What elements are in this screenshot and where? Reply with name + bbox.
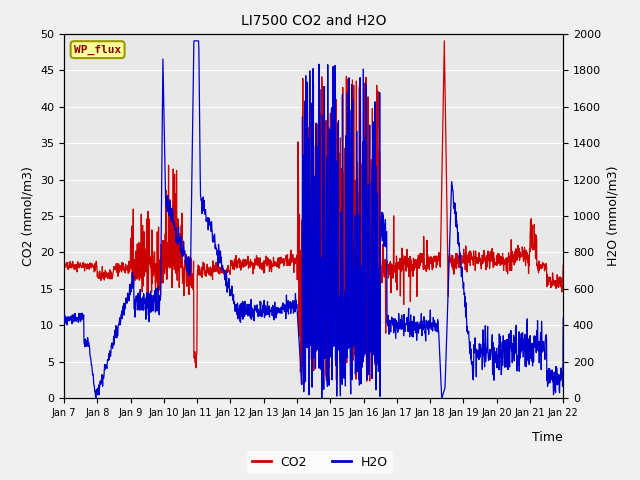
Y-axis label: CO2 (mmol/m3): CO2 (mmol/m3) — [22, 166, 35, 266]
Legend: CO2, H2O: CO2, H2O — [247, 451, 393, 474]
X-axis label: Time: Time — [532, 431, 563, 444]
Title: LI7500 CO2 and H2O: LI7500 CO2 and H2O — [241, 14, 387, 28]
Y-axis label: H2O (mmol/m3): H2O (mmol/m3) — [607, 166, 620, 266]
Text: WP_flux: WP_flux — [74, 45, 121, 55]
